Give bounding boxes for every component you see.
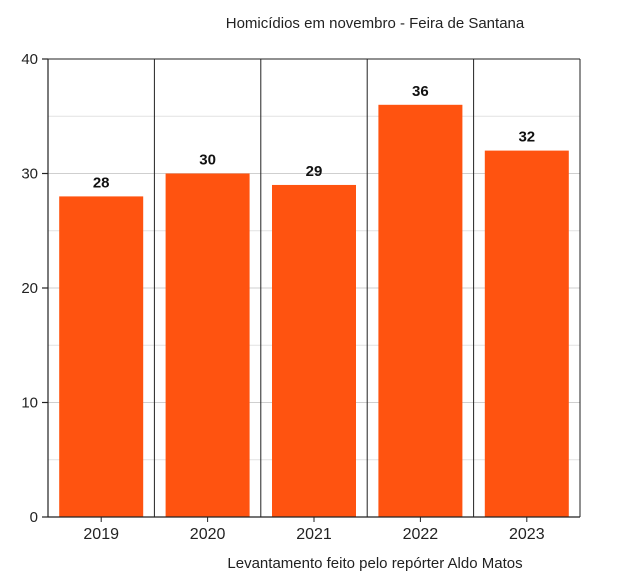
data-label: 28 — [93, 174, 110, 191]
x-axis-ticks: 2019 2020 2021 2022 2023 — [83, 517, 545, 543]
bar-2021 — [272, 184, 356, 517]
data-label: 36 — [412, 83, 429, 100]
y-tick-label: 10 — [21, 395, 38, 412]
data-label: 29 — [306, 163, 323, 180]
y-tick-label: 40 — [21, 51, 38, 68]
bar-2022 — [378, 104, 463, 518]
chart-title: Homicídios em novembro - Feira de Santan… — [226, 15, 525, 32]
x-tick-label: 2022 — [403, 526, 439, 543]
x-tick-label: 2020 — [190, 526, 226, 543]
data-label: 30 — [199, 152, 216, 169]
bar-2019 — [59, 196, 144, 517]
x-tick-label: 2019 — [83, 526, 119, 543]
y-tick-label: 30 — [21, 166, 38, 183]
y-tick-label: 20 — [21, 280, 38, 297]
y-tick-label: 0 — [30, 509, 38, 526]
x-tick-label: 2023 — [509, 526, 545, 543]
y-axis-ticks: 0 10 20 30 40 — [21, 51, 48, 526]
data-label: 32 — [518, 129, 535, 146]
x-tick-label: 2021 — [296, 526, 332, 543]
bar-2020 — [165, 173, 250, 517]
x-axis-label: Levantamento feito pelo repórter Aldo Ma… — [227, 555, 522, 572]
bars — [59, 104, 569, 518]
data-labels: 28 30 29 36 32 — [93, 83, 535, 192]
bar-2023 — [484, 150, 569, 517]
